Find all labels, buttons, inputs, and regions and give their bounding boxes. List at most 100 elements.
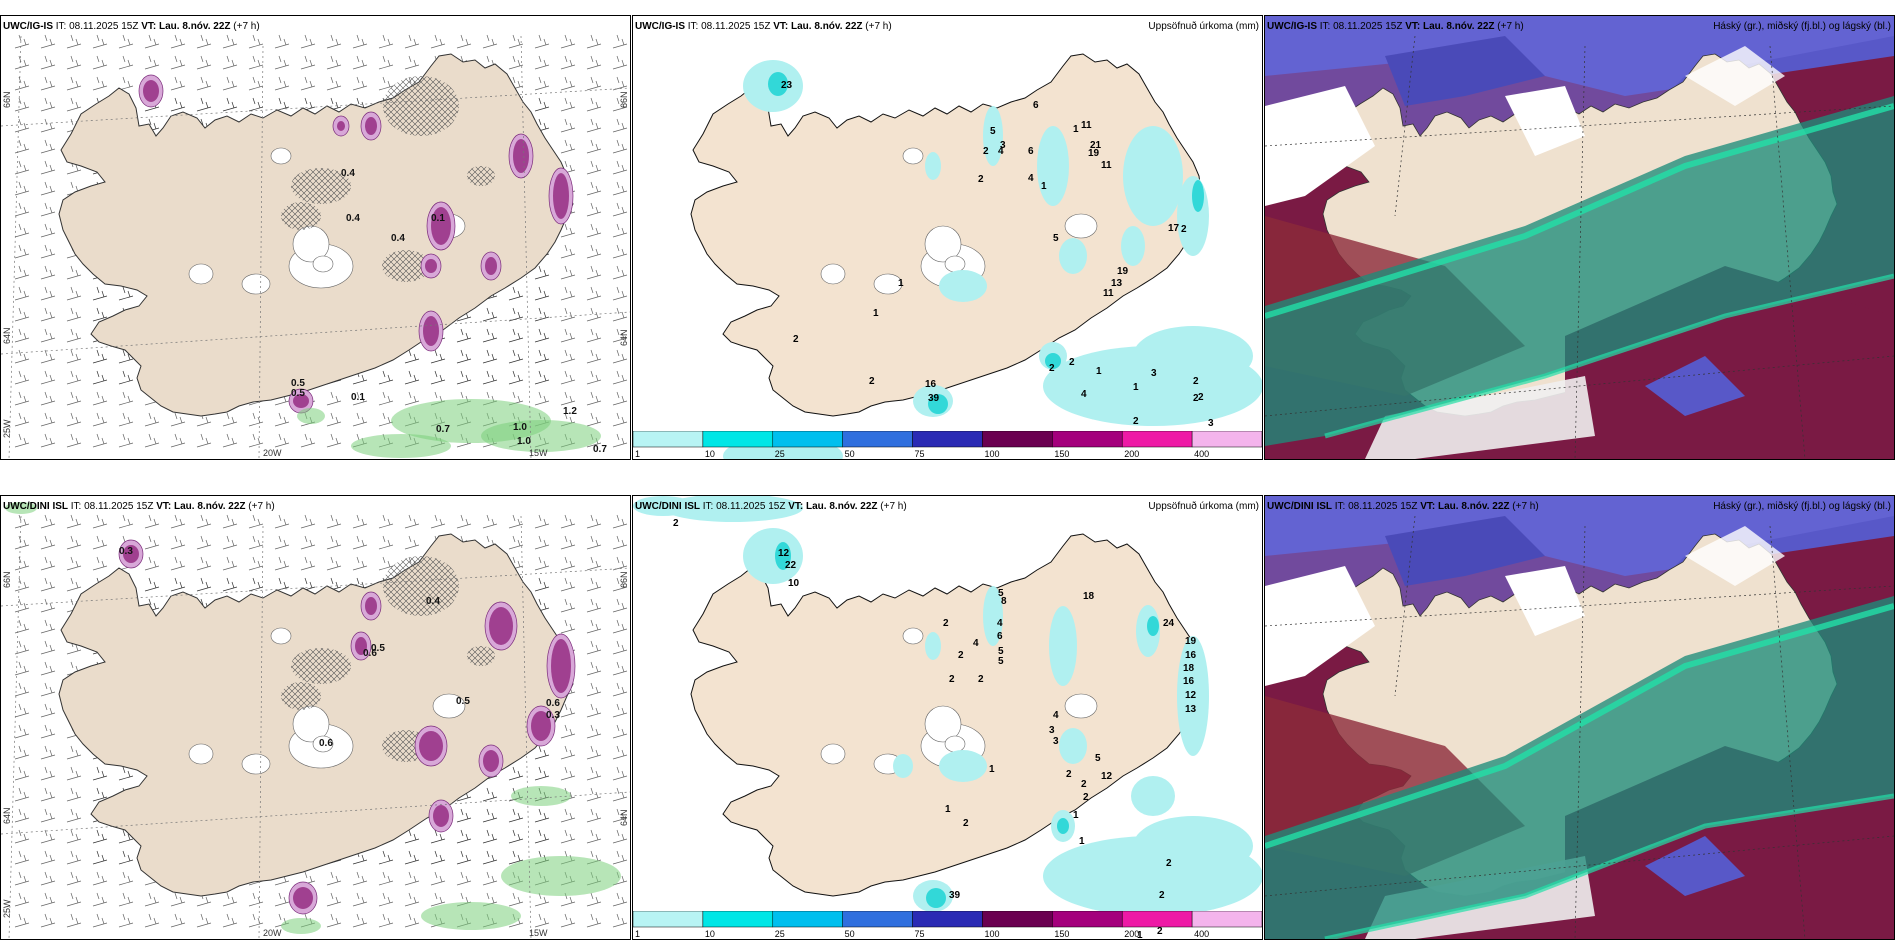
wind-barb [118,892,134,907]
wind-barb [612,328,628,343]
wind-barb [534,286,550,301]
value-label: 21 [1090,140,1102,151]
meridian-15w [520,35,532,459]
graticule [1265,515,1894,939]
wind-barb [482,349,498,364]
value-label: 0.5 [291,388,305,399]
wind-barb [586,598,602,613]
wind-barb [196,514,212,529]
value-label: 2 [978,174,984,185]
wind-barb [14,514,30,529]
wind-barb [612,223,628,238]
wind-barb [430,850,446,865]
wind-barb [378,514,394,529]
precip-core [431,207,451,245]
wind-barb [560,307,576,322]
wind-barb [92,391,108,406]
legend-swatch [702,431,774,448]
wind-barb [40,535,56,550]
wind-barb [14,535,30,550]
wind-barb [612,598,628,613]
glacier [924,225,962,263]
wind-barb [14,577,30,592]
wind-barb [560,286,576,301]
panel-precip-top: 23 5 6 2 11 21 19 11 3 4 4 6 1 5 19 13 11 17 2 1 2 1 1 2 2 16 2 1 3 2… [632,15,1263,460]
wind-barb [14,598,30,613]
wind-barb [586,808,602,823]
parallel-66n [1,87,630,127]
wind-barb [92,766,108,781]
glacier [188,263,214,285]
wind-barb [118,370,134,385]
hatch-area [281,682,321,710]
wind-barb [248,577,264,592]
value-label: 4 [973,638,979,649]
wind-barb [14,160,30,175]
wind-barb [560,139,576,154]
value-label: 4 [1028,173,1034,184]
precip-core [355,637,367,655]
wind-barb [586,724,602,739]
parallel-64n [1,791,630,835]
land-precip [925,152,941,180]
wind-barb [352,412,368,427]
wind-barb [612,286,628,301]
mid-cloud-area [1645,836,1745,896]
wind-barb [196,55,212,70]
precip-core [928,394,948,414]
wind-barb [404,34,420,49]
value-label: 19 [1117,266,1129,277]
grid-label-lon20: 20W [263,928,282,938]
wind-barb [300,514,316,529]
offshore-precip [5,502,37,514]
meridian [1769,525,1806,939]
wind-barb [586,349,602,364]
iceland [58,53,574,417]
wind-barb [14,412,30,427]
wind-barb [66,328,82,343]
wind-barb [92,514,108,529]
wind-barb [14,55,30,70]
grid-label-lon20: 20W [263,448,282,458]
offshore-precip [281,918,321,934]
wind-barb [14,766,30,781]
wind-barb [456,871,472,886]
wind-barb [560,391,576,406]
panel-title: UWC/DINI ISL IT: 08.11.2025 15Z VT: Lau.… [635,501,907,512]
wind-barb [560,535,576,550]
wind-barb [248,535,264,550]
legend-label: 100 [984,929,999,939]
wind-barb [14,661,30,676]
wind-barb [612,370,628,385]
legend-label: 75 [915,449,925,459]
wind-barb [456,370,472,385]
wind-barb [430,34,446,49]
wind-barb [92,349,108,364]
wind-barb [92,535,108,550]
wind-barb [196,913,212,928]
wind-barb [14,349,30,364]
wind-barb [66,892,82,907]
wind-barb [14,850,30,865]
wind-barb [534,745,550,760]
land-precip [1059,728,1087,764]
wind-barb [222,892,238,907]
wind-barb [586,391,602,406]
wind-barb [482,370,498,385]
wind-barb [118,433,134,448]
wind-barb [586,265,602,280]
wind-barb [612,34,628,49]
wind-barb [352,55,368,70]
wind-barb [300,556,316,571]
parallel-66n [1,567,630,607]
value-label: 4 [1081,389,1087,400]
value-label: 0.5 [291,378,305,389]
wind-barb [482,514,498,529]
value-label: 1 [1137,930,1143,939]
wind-barb [274,556,290,571]
glacier [902,627,924,645]
glacier [944,735,966,753]
wind-barb [612,244,628,259]
precip-core [365,597,377,615]
